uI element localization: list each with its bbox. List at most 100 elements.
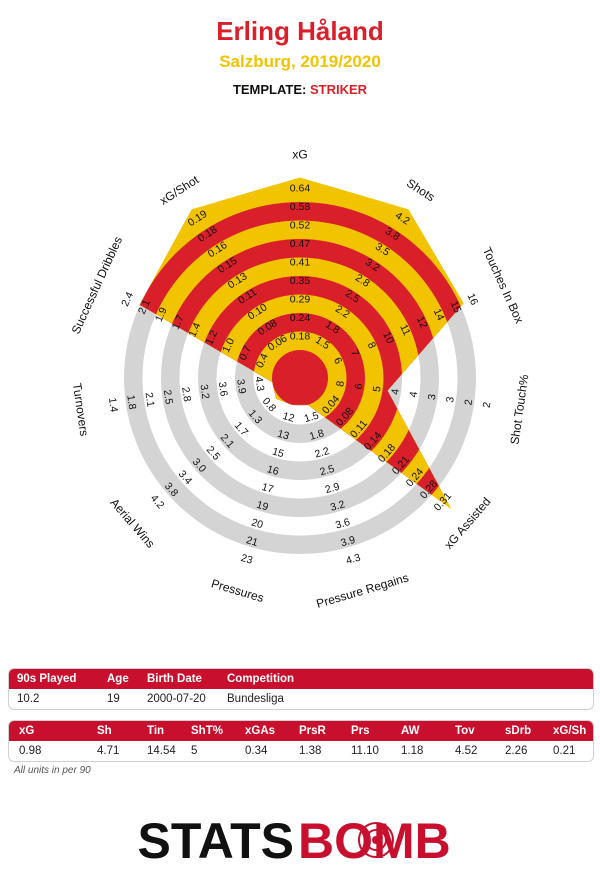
tick-label: 3.2 [197, 384, 211, 400]
stats-value-6: 11.10 [351, 745, 379, 757]
tick-label: 4.3 [345, 552, 363, 568]
stats-header-10: xG/Sh [553, 725, 587, 737]
stats-value-2: 14.54 [147, 745, 176, 757]
stats-header-6: Prs [351, 725, 370, 737]
stats-value-10: 0.21 [553, 745, 576, 757]
tick-label: 2 [481, 401, 494, 409]
tick-label: 4.3 [252, 376, 266, 392]
tick-label: 1.0 [220, 336, 237, 354]
tick-label: 3.6 [334, 516, 352, 532]
tick-label: 0.29 [290, 294, 311, 306]
tick-label: 11 [397, 323, 413, 338]
stats-value-5: 1.38 [299, 745, 322, 757]
stats-header-2: Tin [147, 725, 165, 737]
tick-label: 17 [260, 481, 275, 496]
axis-label: xG/Shot [157, 172, 202, 208]
tick-label: 4 [389, 388, 402, 396]
tick-label: 4 [408, 390, 421, 398]
team-season: Salzburg, 2019/2020 [219, 52, 381, 71]
stats-value-7: 1.18 [401, 745, 424, 757]
template-label: TEMPLATE: [232, 82, 307, 97]
tick-label: 2.5 [318, 463, 336, 479]
tick-label: 3.9 [234, 378, 248, 394]
axis-label: Touches In Box [480, 245, 527, 325]
template-value: STRIKER [309, 82, 368, 97]
logo-stats-text: STATS [138, 813, 294, 868]
stats-value-4: 0.34 [245, 745, 268, 757]
tick-label: 20 [250, 516, 265, 531]
tick-label: 8 [365, 340, 378, 350]
tick-label: 0.64 [290, 183, 311, 195]
axis-label: Shot Touch% [507, 373, 531, 445]
tick-label: 8 [334, 380, 347, 388]
tick-label: 3 [426, 393, 439, 401]
value-competition: Bundesliga [227, 693, 284, 705]
stats-header-3: ShT% [191, 725, 223, 737]
stats-value-3: 5 [191, 745, 198, 757]
stats-header-7: AW [401, 725, 420, 737]
tick-label: 13 [276, 428, 291, 443]
info-table-row: 10.2 19 2000-07-20 Bundesliga [9, 689, 593, 709]
tick-label: 0.47 [290, 238, 311, 250]
header-birth-date: Birth Date [147, 673, 202, 685]
tick-label: 1.4 [186, 321, 203, 339]
axis-label: Shots [404, 176, 437, 204]
tick-label: 15 [448, 299, 464, 315]
tick-label: 15 [271, 445, 286, 460]
tick-label: 3.9 [339, 534, 357, 550]
header-90s-played: 90s Played [17, 673, 77, 685]
tick-label: 3 [444, 396, 457, 404]
tick-label: 16 [464, 291, 480, 307]
header-age: Age [107, 673, 129, 685]
template-line: TEMPLATE: STRIKER [0, 82, 600, 97]
tick-label: 6 [331, 356, 344, 366]
axis-label: Turnovers [70, 382, 91, 437]
stats-table-header: xG Sh Tin ShT% xGAs PrsR Prs AW Tov sDrb xG/Sh [9, 721, 593, 741]
tick-label: 2.8 [179, 386, 193, 402]
tick-label: 1.8 [124, 394, 138, 410]
stats-table: xG Sh Tin ShT% xGAs PrsR Prs AW Tov sDrb xG/Sh 0.9… [8, 720, 594, 762]
radar-chart: 0.180.240.290.350.410.470.520.580.64xG1.… [69, 148, 532, 611]
player-name: Erling Håland [216, 16, 384, 46]
stats-header-8: Tov [455, 725, 475, 737]
tick-label: 3.2 [329, 498, 347, 514]
stats-value-0: 0.98 [19, 745, 42, 757]
axis-label: xG [292, 148, 307, 162]
stats-header-5: PrsR [299, 725, 326, 737]
tick-label: 19 [255, 499, 270, 514]
units-footnote: All units in per 90 [14, 765, 91, 776]
tick-label: 14 [431, 307, 447, 323]
tick-label: 2.4 [119, 290, 136, 308]
stats-header-4: xGAs [245, 725, 276, 737]
tick-label: 0.52 [290, 220, 311, 232]
tick-label: 6 [353, 383, 366, 391]
center-dot [280, 358, 320, 398]
value-90s-played: 10.2 [17, 693, 40, 705]
stats-table-row: 0.98 4.71 14.54 5 0.34 1.38 11.10 1.18 4.52 2.26 0… [9, 741, 593, 761]
axis-label: Pressures [210, 576, 266, 605]
tick-label: 0.18 [290, 331, 311, 343]
stats-value-1: 4.71 [97, 745, 120, 757]
tick-label: 1.9 [153, 305, 170, 323]
tick-label: 1.4 [106, 397, 120, 413]
axis-label: Pressure Regains [315, 571, 410, 611]
tick-label: 2.1 [143, 392, 157, 408]
tick-label: 0.35 [290, 275, 311, 287]
value-birth-date: 2000-07-20 [147, 693, 206, 705]
tick-label: 2.5 [161, 389, 175, 405]
tick-label: 0.24 [290, 312, 311, 324]
axis-label: Aerial Wins [107, 496, 157, 551]
tick-label: 0.58 [290, 201, 311, 213]
tick-label: 5 [371, 385, 384, 393]
target-icon [358, 822, 394, 858]
tick-label: 12 [414, 315, 430, 331]
stats-header-1: Sh [97, 725, 112, 737]
tick-label: 2.9 [324, 481, 342, 497]
tick-label: 1.2 [203, 328, 220, 346]
tick-label: 23 [239, 552, 254, 567]
stats-header-9: sDrb [505, 725, 532, 737]
tick-label: 0.4 [254, 352, 271, 370]
tick-label: 1.8 [308, 427, 326, 443]
stats-value-8: 4.52 [455, 745, 478, 757]
info-table-header: 90s Played Age Birth Date Competition [9, 669, 593, 689]
